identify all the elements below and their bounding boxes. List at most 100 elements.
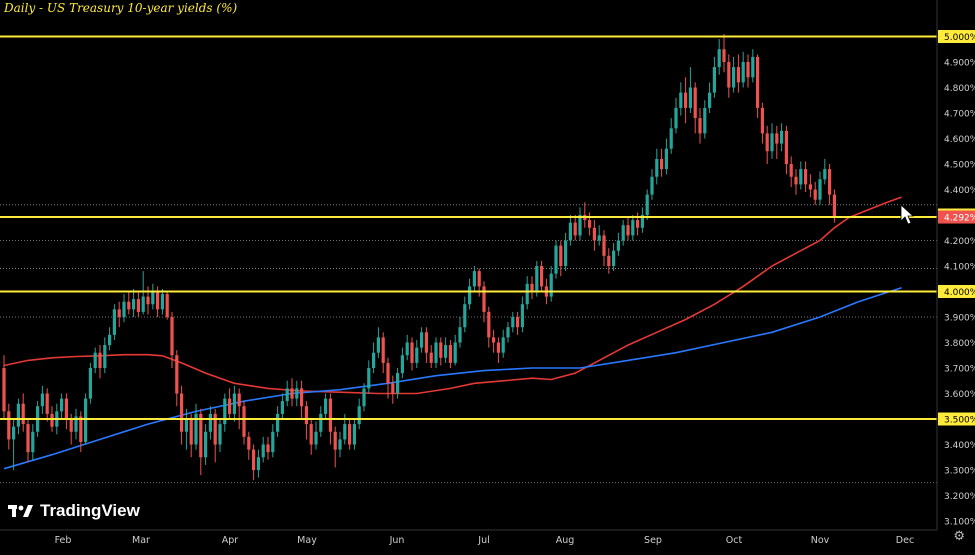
candle-body	[516, 317, 520, 328]
candle-body	[626, 225, 630, 236]
candle-body	[151, 291, 155, 305]
candle-body	[458, 327, 462, 343]
candle-body	[165, 294, 169, 317]
candle-body	[463, 304, 467, 328]
candle-body	[746, 62, 750, 78]
candle-body	[136, 299, 140, 312]
candle-body	[290, 388, 294, 399]
candle-body	[751, 56, 755, 78]
candle-body	[592, 227, 596, 241]
candle-body	[477, 271, 481, 287]
candle-body	[204, 431, 208, 458]
candle-body	[108, 334, 112, 346]
candle-body	[141, 296, 145, 312]
candle-body	[223, 398, 227, 425]
candle-body	[21, 403, 25, 425]
y-tick-label: 4.600%	[944, 135, 975, 145]
candle-body	[112, 309, 116, 335]
x-tick-label: May	[297, 535, 317, 546]
candle-body	[736, 67, 740, 83]
price-label: 4.000%	[944, 288, 975, 298]
candle-body	[420, 332, 424, 348]
price-label-bg	[938, 210, 975, 224]
candle-body	[799, 169, 803, 185]
price-label: 4.292%	[944, 214, 975, 224]
candlesticks	[2, 33, 836, 481]
candle-body	[309, 424, 313, 445]
candle-body	[12, 426, 16, 440]
candle-body	[482, 286, 486, 312]
candle-body	[218, 424, 222, 445]
y-tick-label: 4.500%	[944, 161, 975, 171]
candle-body	[712, 67, 716, 93]
candle-body	[127, 301, 131, 310]
candle-body	[444, 345, 448, 358]
candle-body	[2, 368, 6, 412]
y-tick-label: 4.800%	[944, 84, 975, 94]
candle-body	[439, 342, 443, 358]
candle-body	[655, 158, 659, 177]
candle-body	[84, 398, 88, 442]
candle-body	[410, 342, 414, 363]
candle-body	[703, 107, 707, 134]
candle-body	[295, 388, 299, 399]
candle-body	[424, 332, 428, 353]
candle-body	[722, 49, 726, 62]
candle-body	[328, 398, 332, 432]
candle-body	[573, 222, 577, 236]
x-tick-label: Aug	[556, 535, 575, 546]
candle-body	[775, 133, 779, 144]
candle-body	[156, 291, 160, 310]
candle-body	[770, 133, 774, 152]
candle-body	[314, 431, 318, 445]
candle-body	[170, 317, 174, 356]
chart-title: Daily - US Treasury 10-year yields (%)	[4, 1, 238, 15]
candle-body	[319, 413, 323, 432]
candle-body	[396, 373, 400, 394]
candle-body	[535, 266, 539, 292]
candle-body	[472, 271, 476, 287]
candle-body	[189, 419, 193, 445]
candle-body	[511, 317, 515, 328]
candle-body	[520, 304, 524, 328]
y-tick-label: 3.200%	[944, 492, 975, 502]
candle-body	[252, 449, 256, 470]
candle-body	[708, 92, 712, 108]
candle-body	[64, 398, 68, 419]
gear-icon[interactable]: ⚙	[953, 528, 965, 543]
candle-body	[324, 398, 328, 414]
candle-body	[453, 342, 457, 363]
candle-body	[804, 169, 808, 185]
candle-body	[669, 128, 673, 149]
candle-body	[213, 413, 217, 445]
candle-body	[271, 431, 275, 453]
candle-body	[348, 424, 352, 445]
y-tick-label: 3.700%	[944, 365, 975, 375]
candle-body	[492, 337, 496, 343]
candle-body	[717, 49, 721, 68]
candle-body	[818, 179, 822, 200]
candle-body	[789, 164, 793, 177]
y-tick-label: 3.300%	[944, 467, 975, 477]
candle-body	[50, 413, 54, 427]
candle-body	[362, 388, 366, 407]
candle-body	[688, 87, 692, 108]
candle-body	[175, 355, 179, 394]
candle-body	[813, 189, 817, 200]
candle-body	[280, 401, 284, 414]
price-label-bg	[938, 30, 975, 43]
candle-body	[7, 411, 11, 440]
candle-body	[184, 419, 188, 432]
candle-body	[684, 92, 688, 108]
candle-body	[386, 362, 390, 384]
candle-body	[636, 220, 640, 228]
candle-body	[117, 309, 121, 317]
price-axis-bg	[937, 0, 975, 550]
candle-body	[266, 444, 270, 453]
candle-body	[434, 342, 438, 363]
tradingview-logo-text: TradingView	[40, 501, 140, 520]
candle-body	[69, 419, 73, 432]
candle-body	[487, 311, 491, 338]
